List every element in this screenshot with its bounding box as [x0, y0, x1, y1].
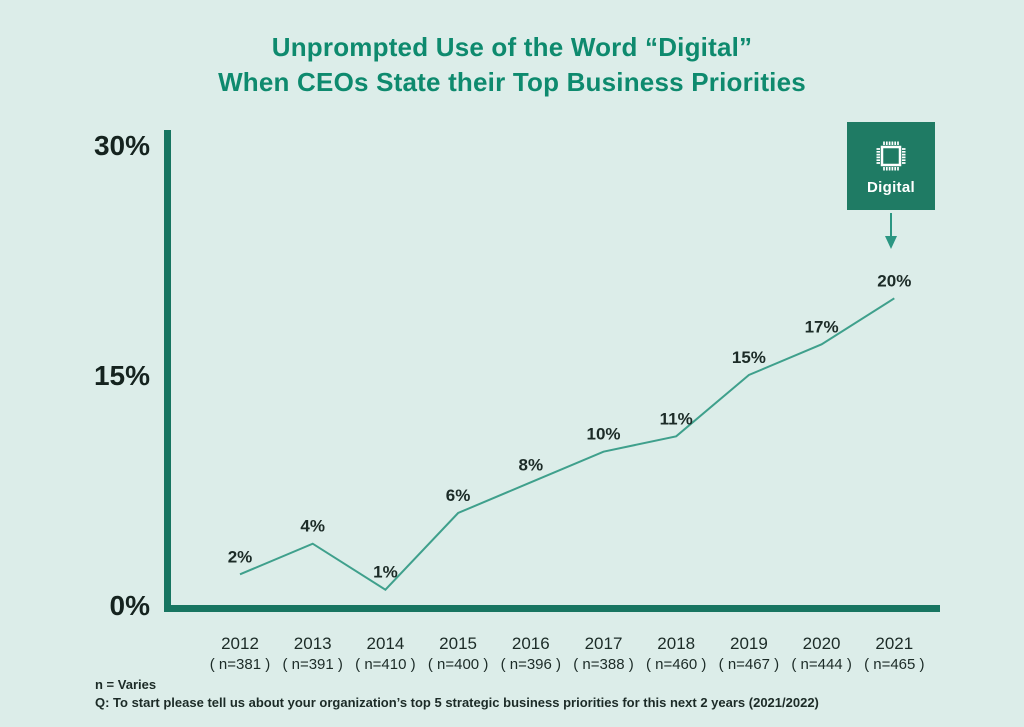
digital-badge-label: Digital — [867, 179, 915, 196]
n-label-2014: ( n=410 ) — [355, 656, 415, 673]
chart-title: Unprompted Use of the Word “Digital” Whe… — [0, 30, 1024, 100]
chart-title-line1: Unprompted Use of the Word “Digital” — [271, 32, 753, 62]
x-tick-2021: 2021 — [875, 634, 913, 653]
n-label-2021: ( n=465 ) — [864, 656, 924, 673]
footnote-n-varies: n = Varies — [95, 677, 157, 692]
x-tick-2012: 2012 — [221, 634, 259, 653]
x-tick-2020: 2020 — [803, 634, 841, 653]
data-label-2017: 10% — [586, 425, 620, 444]
n-label-2018: ( n=460 ) — [646, 656, 706, 673]
x-tick-2017: 2017 — [585, 634, 623, 653]
n-label-2013: ( n=391 ) — [282, 656, 342, 673]
trend-line — [239, 297, 895, 591]
data-label-2021: 20% — [877, 271, 911, 290]
footnotes: n = Varies Q: To start please tell us ab… — [95, 676, 819, 712]
x-tick-2015: 2015 — [439, 634, 477, 653]
n-label-2019: ( n=467 ) — [719, 656, 779, 673]
chip-icon — [876, 141, 906, 171]
data-label-2020: 17% — [805, 317, 839, 336]
n-label-2017: ( n=388 ) — [573, 656, 633, 673]
data-label-2018: 11% — [660, 409, 693, 428]
n-label-2015: ( n=400 ) — [428, 656, 488, 673]
digital-badge: Digital — [847, 122, 935, 210]
y-tick-15: 15% — [94, 360, 150, 391]
n-label-2012: ( n=381 ) — [210, 656, 270, 673]
n-label-2016: ( n=396 ) — [501, 656, 561, 673]
data-label-2013: 4% — [300, 517, 325, 536]
y-tick-30: 30% — [94, 130, 150, 161]
data-label-2019: 15% — [732, 348, 766, 367]
n-label-2020: ( n=444 ) — [791, 656, 851, 673]
x-tick-2016: 2016 — [512, 634, 550, 653]
arrow-down-icon — [885, 213, 897, 249]
x-tick-2013: 2013 — [294, 634, 332, 653]
data-label-2014: 1% — [373, 563, 398, 582]
data-label-2016: 8% — [519, 455, 544, 474]
x-tick-2018: 2018 — [657, 634, 695, 653]
chart-title-line2: When CEOs State their Top Business Prior… — [218, 67, 806, 97]
y-tick-0: 0% — [110, 590, 151, 621]
footnote-question: Q: To start please tell us about your or… — [95, 695, 819, 710]
x-tick-2014: 2014 — [366, 634, 404, 653]
x-tick-2019: 2019 — [730, 634, 768, 653]
data-label-2015: 6% — [446, 486, 471, 505]
data-label-2012: 2% — [228, 547, 253, 566]
